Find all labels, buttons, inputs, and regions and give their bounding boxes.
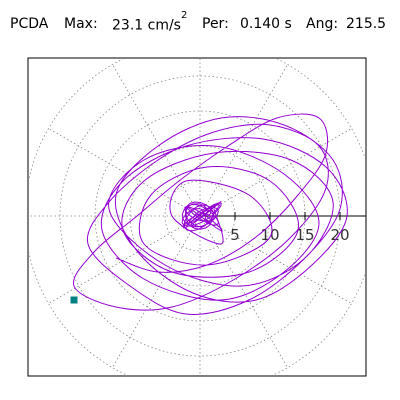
orbit-path (72, 113, 348, 315)
radial-tick-label: 15 (295, 226, 314, 244)
position-marker (70, 296, 78, 304)
chart-title: PCDA (10, 16, 49, 32)
radial-axis: 5 10 15 20 (200, 212, 366, 244)
radial-tick-label: 10 (260, 226, 279, 244)
grid-spoke (199, 215, 288, 368)
grid-spoke (112, 64, 201, 217)
grid-spoke (199, 128, 352, 217)
orbit-core (181, 200, 224, 232)
angle-label: Ang: (306, 16, 339, 32)
max-value: 23.1 cm/s2 (112, 10, 187, 34)
radial-tick-label: 20 (330, 226, 349, 244)
orbit-series (72, 113, 348, 315)
period-value: 0.140 s (240, 16, 292, 32)
marker-layer (70, 296, 78, 304)
period-label: Per: (202, 16, 229, 32)
max-value-exponent: 2 (180, 10, 188, 21)
grid-spoke (199, 215, 352, 304)
max-label: Max: (64, 16, 98, 32)
grid-spoke (48, 128, 201, 217)
plot-frame (27, 57, 367, 377)
grid-spoke (112, 215, 201, 368)
grid-spoke (199, 64, 288, 217)
angle-value: 215.5 (346, 16, 387, 32)
max-value-text: 23.1 cm/s (112, 17, 181, 34)
grid-spoke (48, 215, 201, 304)
radial-tick-label: 5 (230, 226, 240, 244)
chart-header: PCDA Max: 23.1 cm/s2 Per: 0.140 s Ang: 2… (10, 10, 394, 36)
